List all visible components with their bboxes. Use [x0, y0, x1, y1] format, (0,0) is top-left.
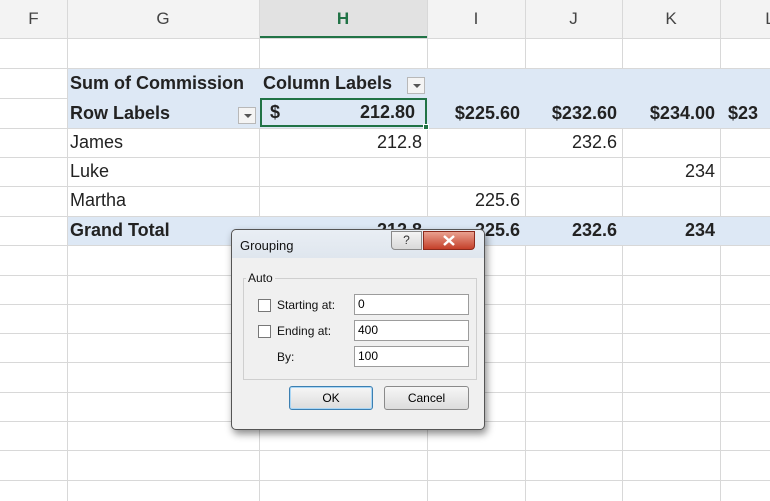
- row-filter-button[interactable]: [238, 107, 256, 124]
- column-filter-button[interactable]: [407, 77, 425, 94]
- row-labels: Row Labels: [70, 103, 171, 123]
- value-cell: 212.8: [376, 132, 422, 152]
- field-label: Ending at:: [277, 324, 332, 338]
- fill-handle[interactable]: [423, 124, 429, 130]
- field-label: By:: [277, 350, 295, 364]
- column-header-value: $234.00: [649, 103, 715, 123]
- selected-column-header: [259, 0, 427, 38]
- grand-total-cell: 234: [684, 220, 715, 240]
- column-header-value: $232.60: [551, 103, 617, 123]
- corner-label: Sum of Commission: [70, 73, 245, 93]
- column-header[interactable]: J: [569, 9, 578, 28]
- selected-cell[interactable]: $ 212.80: [260, 98, 427, 127]
- grouping-dialog: Grouping ? Auto Starting at: 0 Ending at: 4…: [231, 229, 485, 430]
- dialog-button[interactable]: Cancel: [384, 386, 469, 410]
- column-header[interactable]: I: [473, 9, 479, 28]
- grand-total-cell: 225.6: [474, 220, 520, 240]
- column-header[interactable]: G: [156, 9, 170, 28]
- grand-total-cell: 232.6: [571, 220, 617, 240]
- row-label: James: [70, 132, 124, 152]
- amount: 212.80: [359, 102, 415, 122]
- field-input[interactable]: 0: [354, 294, 469, 315]
- row-label: Martha: [70, 190, 127, 210]
- auto-group: [243, 278, 477, 380]
- field-label: Starting at:: [277, 298, 336, 312]
- close-icon: [443, 235, 455, 246]
- column-header[interactable]: F: [28, 9, 39, 28]
- row-label: Luke: [70, 161, 110, 181]
- value-cell: 232.6: [571, 132, 617, 152]
- group-label: Auto: [246, 271, 275, 285]
- help-button[interactable]: ?: [391, 231, 422, 250]
- column-header[interactable]: K: [665, 9, 677, 28]
- dialog-button[interactable]: OK: [289, 386, 373, 410]
- field-input[interactable]: 400: [354, 320, 469, 341]
- checkbox[interactable]: [258, 325, 271, 338]
- column-labels: Column Labels: [263, 73, 393, 93]
- checkbox[interactable]: [258, 299, 271, 312]
- column-header-value: $225.60: [454, 103, 520, 123]
- column-header[interactable]: L: [720, 0, 770, 38]
- column-header-value: $23: [728, 103, 759, 123]
- field-input[interactable]: 100: [354, 346, 469, 367]
- grand-total-label: Grand Total: [70, 220, 170, 240]
- close-button[interactable]: [423, 231, 475, 250]
- value-cell: 225.6: [474, 190, 520, 210]
- value-cell: 234: [684, 161, 715, 181]
- column-header[interactable]: H: [336, 9, 350, 28]
- currency-symbol: $: [270, 102, 281, 122]
- dialog-title: Grouping: [240, 238, 294, 253]
